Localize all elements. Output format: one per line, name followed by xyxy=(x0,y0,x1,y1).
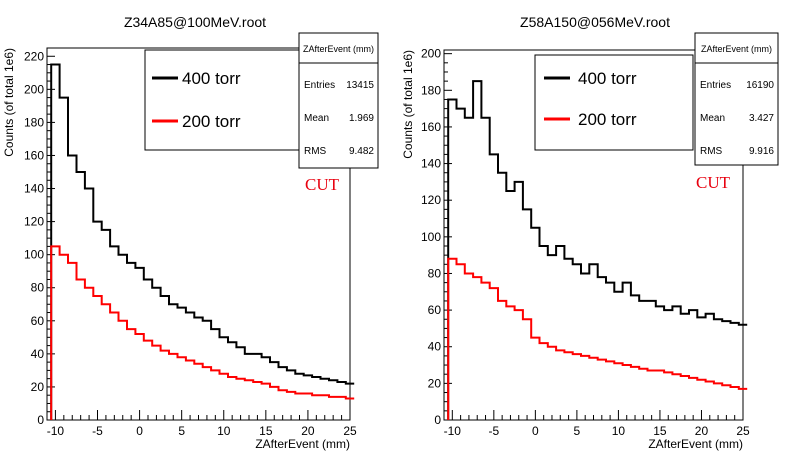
x-tick-label: -10 xyxy=(444,424,462,438)
x-tick-label: 5 xyxy=(178,424,185,438)
x-tick-label: 5 xyxy=(574,424,581,438)
series-line-400-torr xyxy=(447,80,748,420)
y-tick-label: 200 xyxy=(24,82,44,96)
series-line-200-torr xyxy=(447,257,748,420)
stats-key: Mean xyxy=(304,113,329,124)
y-tick-label: 160 xyxy=(24,148,44,162)
legend-label: 200 torr xyxy=(182,112,241,131)
y-tick-label: 40 xyxy=(31,347,45,361)
legend-label: 400 torr xyxy=(578,69,637,88)
x-tick-label: 25 xyxy=(736,424,750,438)
y-tick-label: 20 xyxy=(31,380,45,394)
y-tick-label: 0 xyxy=(434,413,441,427)
x-tick-label: -10 xyxy=(47,424,65,438)
stats-value: 9.916 xyxy=(749,146,774,157)
y-tick-label: 60 xyxy=(428,303,442,317)
chart-title: Z34A85@100MeV.root xyxy=(124,14,266,30)
legend-label: 400 torr xyxy=(182,69,241,88)
y-tick-label: 80 xyxy=(428,266,442,280)
cut-annotation: CUT xyxy=(305,175,340,194)
stats-key: RMS xyxy=(304,146,327,157)
y-tick-label: 20 xyxy=(428,376,442,390)
stats-box xyxy=(298,32,379,169)
y-tick-label: 40 xyxy=(428,340,442,354)
x-axis-label: ZAfterEvent (mm) xyxy=(255,437,350,451)
chart-title: Z58A150@056MeV.root xyxy=(520,14,670,30)
stats-value: 9.482 xyxy=(349,146,374,157)
x-tick-label: 20 xyxy=(301,424,315,438)
y-tick-label: 160 xyxy=(421,120,441,134)
stats-key: Entries xyxy=(700,80,731,91)
x-axis-label: ZAfterEvent (mm) xyxy=(648,437,743,451)
y-tick-label: 180 xyxy=(24,115,44,129)
stats-value: 13415 xyxy=(346,80,374,91)
chart-panel-1: Z34A85@100MeV.root0204060801001201401601… xyxy=(2,14,379,451)
stats-title: ZAfterEvent (mm) xyxy=(701,44,772,54)
x-tick-label: 10 xyxy=(217,424,231,438)
x-tick-label: 20 xyxy=(695,424,709,438)
legend-box xyxy=(144,49,303,151)
stats-key: Entries xyxy=(304,80,335,91)
legend-box xyxy=(534,54,694,151)
y-tick-label: 180 xyxy=(421,83,441,97)
y-tick-label: 200 xyxy=(421,47,441,61)
y-tick-label: 140 xyxy=(421,157,441,171)
y-tick-label: 120 xyxy=(24,215,44,229)
stats-value: 1.969 xyxy=(349,113,374,124)
cut-annotation: CUT xyxy=(696,173,731,192)
y-axis-label: Counts (of total 1e6) xyxy=(401,50,415,159)
x-tick-label: 0 xyxy=(136,424,143,438)
y-tick-label: 80 xyxy=(31,281,45,295)
y-tick-label: 100 xyxy=(24,248,44,262)
chart-panel-2: Z58A150@056MeV.root020406080100120140160… xyxy=(401,14,779,451)
stats-box xyxy=(694,32,779,166)
x-tick-label: -5 xyxy=(92,424,103,438)
x-tick-label: 15 xyxy=(259,424,273,438)
x-tick-label: 10 xyxy=(612,424,626,438)
y-tick-label: 220 xyxy=(24,49,44,63)
x-tick-label: 0 xyxy=(532,424,539,438)
stats-title: ZAfterEvent (mm) xyxy=(303,44,374,54)
series-line-200-torr xyxy=(50,245,355,420)
stats-value: 3.427 xyxy=(749,113,774,124)
y-tick-label: 60 xyxy=(31,314,45,328)
y-axis-label: Counts (of total 1e6) xyxy=(2,48,16,157)
series-line-400-torr xyxy=(50,63,355,420)
y-tick-label: 100 xyxy=(421,230,441,244)
stats-key: Mean xyxy=(700,113,725,124)
legend-label: 200 torr xyxy=(578,110,637,129)
stats-value: 16190 xyxy=(746,80,774,91)
x-tick-label: 25 xyxy=(343,424,357,438)
x-tick-label: 15 xyxy=(653,424,667,438)
stats-key: RMS xyxy=(700,146,723,157)
y-tick-label: 140 xyxy=(24,182,44,196)
y-tick-label: 120 xyxy=(421,193,441,207)
y-tick-label: 0 xyxy=(37,413,44,427)
x-tick-label: -5 xyxy=(488,424,499,438)
